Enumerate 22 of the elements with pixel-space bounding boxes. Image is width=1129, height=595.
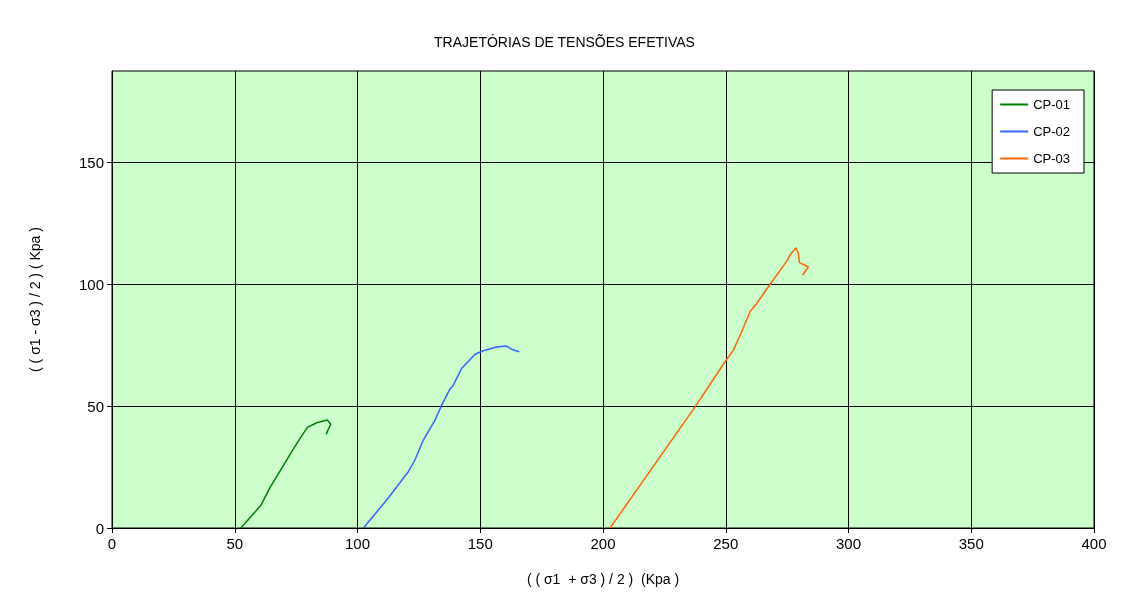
x-tick-label: 350 <box>958 535 984 552</box>
legend-label: CP-01 <box>1033 97 1071 112</box>
line-series <box>609 247 809 529</box>
x-tick-label: 400 <box>1081 535 1107 552</box>
x-tick-label: 300 <box>835 535 862 552</box>
x-tick-label: 250 <box>713 535 739 552</box>
x-axis-title: ( ( σ1 + σ3 ) / 2 ) (Kpa ) <box>526 571 680 587</box>
line-series <box>362 345 521 529</box>
y-tick-label: 0 <box>95 519 104 537</box>
x-tick-label: 200 <box>590 535 616 552</box>
x-tick-label: 150 <box>467 535 493 552</box>
y-tick-label: 50 <box>87 397 104 415</box>
chart-title: TRAJETÓRIAS DE TENSÕES EFETIVAS <box>434 34 695 50</box>
legend-label: CP-03 <box>1033 151 1071 166</box>
x-tick-label: 0 <box>107 535 117 552</box>
x-tick-label: 50 <box>226 535 244 552</box>
y-axis-title: ( ( σ1 - σ3 ) / 2 ) ( Kpa ) <box>27 227 43 372</box>
line-series <box>240 419 332 529</box>
x-tick-label: 100 <box>344 535 371 552</box>
legend-label: CP-02 <box>1033 124 1071 139</box>
y-tick-label: 150 <box>78 153 104 171</box>
y-tick-label: 100 <box>78 275 104 293</box>
